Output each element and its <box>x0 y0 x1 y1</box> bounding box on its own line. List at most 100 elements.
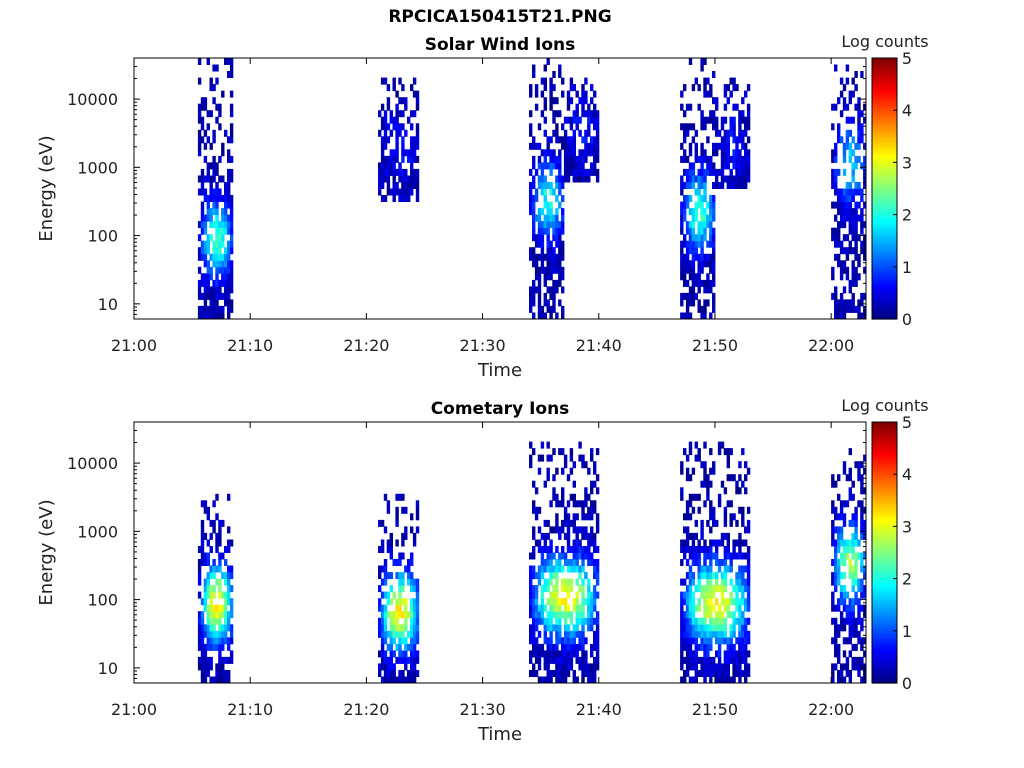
heat-cell <box>683 195 687 202</box>
heat-cell <box>726 500 730 508</box>
heat-cell <box>212 260 216 268</box>
heat-cell <box>732 598 736 606</box>
heat-cell <box>549 77 553 85</box>
heat-cell <box>848 247 852 255</box>
colorbar-step <box>872 178 897 182</box>
heat-cell <box>694 624 698 632</box>
heat-cell <box>590 617 594 625</box>
heat-cell <box>851 299 855 307</box>
heat-cell <box>534 539 539 547</box>
heat-cell <box>700 234 704 242</box>
heat-cell <box>389 168 393 176</box>
heat-cell <box>717 624 722 632</box>
heat-cell <box>697 493 701 501</box>
heat-cell <box>578 500 582 508</box>
heat-cell <box>581 656 585 664</box>
heat-cell <box>546 474 550 482</box>
heat-cell <box>746 650 751 658</box>
heat-cell <box>584 487 588 495</box>
heat-cell <box>715 663 719 671</box>
heat-cell <box>572 624 576 632</box>
heat-cell <box>398 598 402 606</box>
x-tick-label: 22:00 <box>808 336 854 355</box>
heat-cell <box>549 526 553 534</box>
heat-cell <box>546 201 550 209</box>
heat-cell <box>569 149 574 157</box>
heat-cell <box>845 546 850 553</box>
heat-cell <box>529 292 533 300</box>
heat-cell <box>569 585 574 593</box>
heat-cell <box>532 175 536 183</box>
heat-cell <box>540 552 545 560</box>
heat-cell <box>410 630 414 638</box>
heat-cell <box>386 136 391 144</box>
heat-cell <box>581 461 585 469</box>
heat-cell <box>694 585 698 593</box>
heat-cell <box>741 591 745 599</box>
heat-cell <box>389 552 393 560</box>
heat-cell <box>398 110 402 118</box>
heat-cell <box>848 637 852 645</box>
heat-cell <box>590 513 594 521</box>
panel-title: Cometary Ions <box>431 399 570 419</box>
heat-cell <box>842 149 847 157</box>
heat-cell <box>572 84 576 92</box>
heat-cell <box>415 650 420 658</box>
heat-cell <box>593 643 597 651</box>
heat-cell <box>543 188 547 196</box>
heat-cell <box>380 77 385 85</box>
heat-cell <box>706 77 710 85</box>
heat-cell <box>694 656 698 664</box>
heat-cell <box>552 474 556 482</box>
heat-cell <box>561 676 565 684</box>
heat-cell <box>221 312 225 320</box>
heat-cell <box>735 578 739 586</box>
heat-cell <box>389 650 393 658</box>
heat-cell <box>720 175 725 183</box>
heat-cell <box>412 604 417 612</box>
heat-cell <box>543 182 547 189</box>
heat-cell <box>206 266 210 274</box>
heat-cell <box>709 201 713 209</box>
heat-cell <box>215 168 219 176</box>
heat-cell <box>407 565 411 573</box>
heat-cell <box>703 643 707 651</box>
heat-cell <box>726 136 730 144</box>
heat-cell <box>206 624 210 632</box>
heat-cell <box>532 663 536 671</box>
heat-cell <box>680 266 684 274</box>
heat-cell <box>581 643 585 651</box>
heat-cell <box>706 519 710 527</box>
heat-cell <box>741 656 745 664</box>
heat-cell <box>392 182 396 189</box>
heat-cell <box>854 266 858 274</box>
heat-cell <box>540 454 545 462</box>
heat-cell <box>549 670 553 677</box>
heat-cell <box>218 637 222 645</box>
heat-cell <box>395 604 399 612</box>
heat-cell <box>729 611 733 619</box>
heat-cell <box>412 149 417 157</box>
heat-cell <box>851 565 855 573</box>
heat-cell <box>683 611 687 619</box>
heat-cell <box>410 552 414 560</box>
heat-cell <box>572 175 576 183</box>
heat-cell <box>555 637 559 645</box>
colorbar-step <box>872 107 897 111</box>
heat-cell <box>209 630 213 638</box>
heat-cell <box>546 149 550 157</box>
heat-cell <box>404 175 408 183</box>
heat-cell <box>200 312 205 320</box>
heat-cell <box>691 136 696 144</box>
heat-cell <box>735 487 739 495</box>
colorbar-step <box>872 539 897 543</box>
heat-cell <box>546 247 550 255</box>
heat-cell <box>738 182 742 189</box>
heat-cell <box>839 506 844 514</box>
heat-cell <box>712 149 716 157</box>
heat-cell <box>839 266 844 274</box>
heat-cell <box>691 676 696 684</box>
heat-cell <box>412 532 417 540</box>
heat-cell <box>706 279 710 287</box>
heat-cell <box>842 168 847 176</box>
